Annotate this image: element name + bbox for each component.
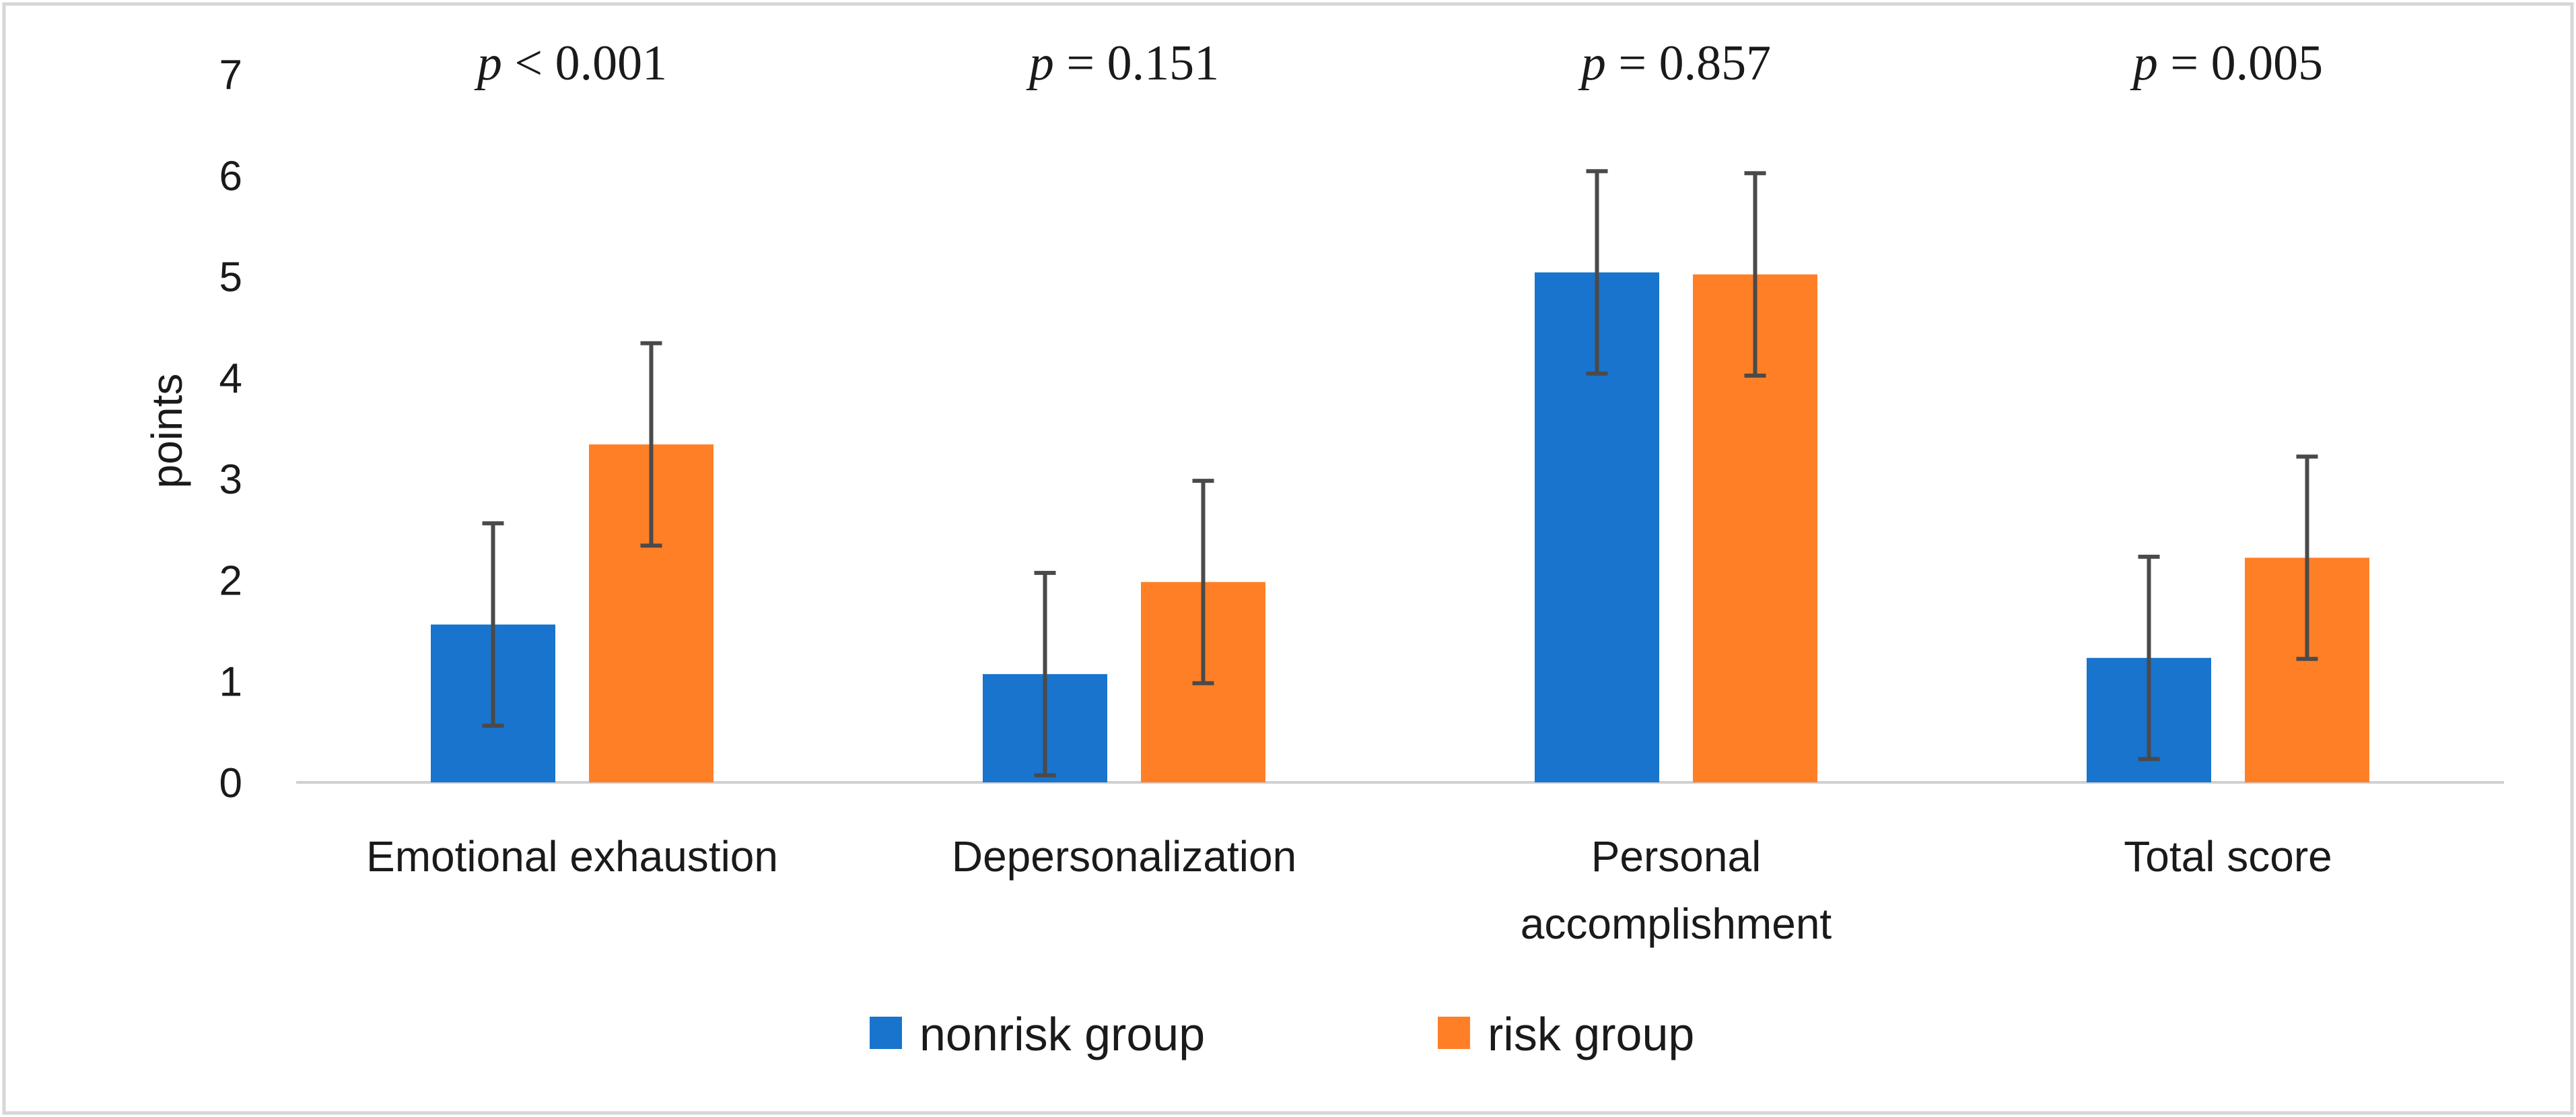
x-category-label: Depersonalization xyxy=(952,832,1296,881)
p-value-symbol: p xyxy=(1026,36,1054,91)
legend-label-risk: risk group xyxy=(1488,1008,1694,1060)
y-tick-label: 6 xyxy=(219,153,242,199)
p-value-symbol: p xyxy=(1578,36,1606,91)
p-value-symbol: p xyxy=(2130,36,2158,91)
y-tick-label: 1 xyxy=(219,659,242,706)
p-value-label: p < 0.001 xyxy=(474,36,667,91)
error-bars xyxy=(482,169,2318,778)
legend-swatch-nonrisk xyxy=(870,1017,902,1049)
y-axis-title: points xyxy=(143,374,191,489)
p-value-label: p = 0.005 xyxy=(2130,36,2323,91)
x-category-label: Personal xyxy=(1591,832,1762,881)
legend-label-nonrisk: nonrisk group xyxy=(919,1008,1205,1060)
y-tick-label: 4 xyxy=(219,356,242,402)
p-value-text: = 0.857 xyxy=(1606,36,1771,91)
y-tick-label: 0 xyxy=(219,760,242,807)
y-tick-label: 3 xyxy=(219,456,242,503)
y-axis-ticks: 0 1 2 3 4 5 6 7 xyxy=(219,52,242,807)
p-value-text: = 0.151 xyxy=(1054,36,1219,91)
legend: nonrisk group risk group xyxy=(870,1008,1694,1060)
p-value-text: < 0.001 xyxy=(502,36,667,91)
y-tick-label: 2 xyxy=(219,557,242,604)
x-category-label: accomplishment xyxy=(1521,900,1832,948)
category-labels: Emotional exhaustion Depersonalization Per… xyxy=(366,832,2332,948)
p-value-symbol: p xyxy=(474,36,502,91)
x-category-label: Emotional exhaustion xyxy=(366,832,778,881)
x-category-label: Total score xyxy=(2124,832,2332,881)
p-value-label: p = 0.151 xyxy=(1026,36,1219,91)
p-value-annotations: p < 0.001 p = 0.151 p = 0.857 p = 0.005 xyxy=(474,36,2323,91)
legend-swatch-risk xyxy=(1438,1017,1470,1049)
y-tick-label: 5 xyxy=(219,255,242,301)
y-tick-label: 7 xyxy=(219,52,242,98)
p-value-label: p = 0.857 xyxy=(1578,36,1771,91)
p-value-text: = 0.005 xyxy=(2158,36,2323,91)
